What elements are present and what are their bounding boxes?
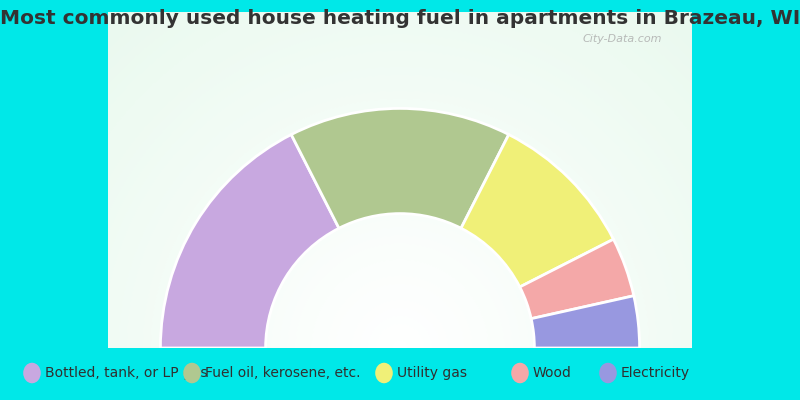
Circle shape — [303, 252, 497, 400]
Circle shape — [183, 131, 617, 400]
Ellipse shape — [511, 363, 529, 383]
Ellipse shape — [183, 363, 201, 383]
Text: Bottled, tank, or LP gas: Bottled, tank, or LP gas — [45, 366, 207, 380]
Circle shape — [255, 203, 545, 400]
Circle shape — [175, 123, 625, 400]
Circle shape — [271, 220, 529, 400]
Text: Most commonly used house heating fuel in apartments in Brazeau, WI: Most commonly used house heating fuel in… — [0, 8, 800, 28]
Wedge shape — [531, 296, 639, 348]
Text: Wood: Wood — [533, 366, 572, 380]
Circle shape — [94, 43, 706, 400]
Circle shape — [376, 324, 424, 372]
Circle shape — [62, 10, 738, 400]
Circle shape — [78, 27, 722, 400]
Wedge shape — [291, 108, 509, 228]
Circle shape — [86, 35, 714, 400]
Circle shape — [191, 139, 609, 400]
Circle shape — [215, 163, 585, 400]
Circle shape — [223, 171, 577, 400]
Ellipse shape — [375, 363, 393, 383]
Circle shape — [54, 2, 746, 400]
Circle shape — [6, 0, 794, 400]
Circle shape — [159, 107, 641, 400]
Circle shape — [167, 115, 633, 400]
Wedge shape — [461, 134, 614, 287]
Circle shape — [143, 91, 657, 400]
Ellipse shape — [599, 363, 617, 383]
Circle shape — [287, 236, 513, 400]
Text: City-Data.com: City-Data.com — [582, 34, 662, 44]
Circle shape — [344, 292, 456, 400]
Text: Utility gas: Utility gas — [397, 366, 467, 380]
Circle shape — [312, 260, 488, 400]
Circle shape — [127, 75, 673, 400]
Circle shape — [151, 99, 649, 400]
Circle shape — [118, 67, 682, 400]
Circle shape — [368, 316, 432, 380]
Circle shape — [384, 332, 416, 364]
Text: Fuel oil, kerosene, etc.: Fuel oil, kerosene, etc. — [205, 366, 360, 380]
Circle shape — [46, 0, 754, 400]
Text: Electricity: Electricity — [621, 366, 690, 380]
Circle shape — [247, 195, 553, 400]
Circle shape — [14, 0, 786, 400]
Circle shape — [30, 0, 770, 400]
Circle shape — [231, 179, 569, 400]
Circle shape — [207, 155, 593, 400]
Wedge shape — [161, 134, 339, 348]
Circle shape — [328, 276, 472, 400]
Circle shape — [279, 228, 521, 400]
Circle shape — [22, 0, 778, 400]
Circle shape — [135, 83, 665, 400]
Circle shape — [295, 244, 505, 400]
Circle shape — [239, 187, 561, 400]
Ellipse shape — [23, 363, 41, 383]
Circle shape — [38, 0, 762, 400]
Circle shape — [360, 308, 440, 388]
Circle shape — [392, 340, 408, 356]
Circle shape — [102, 51, 698, 400]
Circle shape — [199, 147, 601, 400]
Circle shape — [336, 284, 464, 400]
Circle shape — [263, 212, 537, 400]
Circle shape — [70, 18, 730, 400]
Circle shape — [320, 268, 480, 400]
Circle shape — [352, 300, 448, 396]
Wedge shape — [520, 239, 634, 319]
Circle shape — [110, 59, 690, 400]
